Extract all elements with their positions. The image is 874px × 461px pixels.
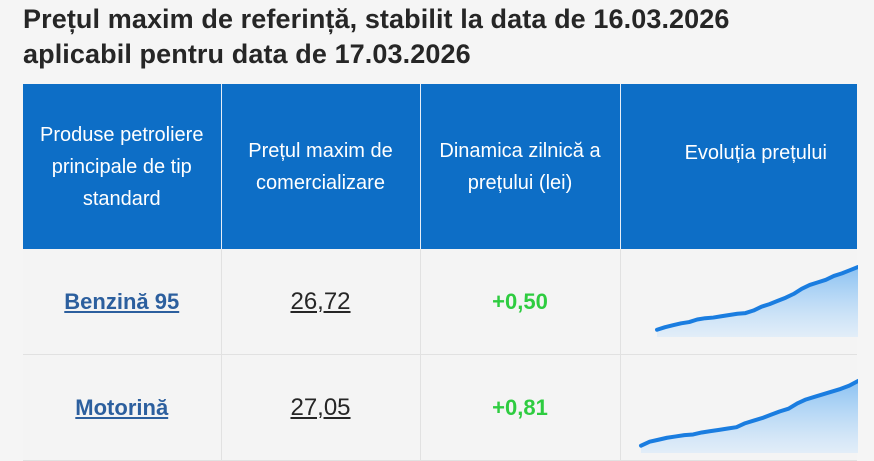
page-title: Prețul maxim de referință, stabilit la d… (23, 2, 730, 72)
product-cell: Benzină 95 (23, 249, 222, 355)
price-value[interactable]: 26,72 (290, 287, 351, 315)
delta-value: +0,50 (492, 288, 548, 314)
trend-sparkline (638, 379, 858, 453)
title-line-1: Prețul maxim de referință, stabilit la d… (23, 4, 730, 34)
price-cell: 26,72 (221, 249, 421, 355)
col-header-trend: Evoluția prețului (620, 84, 857, 249)
col-header-product: Produse petroliere principale de tip sta… (23, 84, 222, 249)
trend-cell (620, 249, 858, 355)
product-cell: Motorină (23, 354, 222, 461)
table-header-row: Produse petroliere principale de tip sta… (23, 84, 857, 249)
trend-line (654, 265, 858, 332)
product-link-benzina[interactable]: Benzină 95 (64, 288, 180, 314)
delta-cell: +0,50 (420, 249, 621, 355)
trend-sparkline (654, 265, 858, 337)
delta-value: +0,81 (492, 394, 548, 420)
col-header-delta: Dinamica zilnică a prețului (lei) (420, 84, 621, 249)
trend-cell (620, 354, 858, 461)
title-line-2: aplicabil pentru data de 17.03.2026 (23, 39, 471, 69)
price-cell: 27,05 (221, 354, 421, 461)
table-row: Benzină 95 26,72 +0,50 (23, 249, 858, 355)
price-table: Produse petroliere principale de tip sta… (23, 84, 858, 461)
product-link-motorina[interactable]: Motorină (75, 394, 169, 420)
price-value[interactable]: 27,05 (290, 393, 351, 421)
col-header-price: Prețul maxim de comercializare (221, 84, 421, 249)
trend-line (638, 379, 858, 448)
delta-cell: +0,81 (420, 354, 621, 461)
table-row: Motorină 27,05 +0,81 (23, 354, 858, 461)
